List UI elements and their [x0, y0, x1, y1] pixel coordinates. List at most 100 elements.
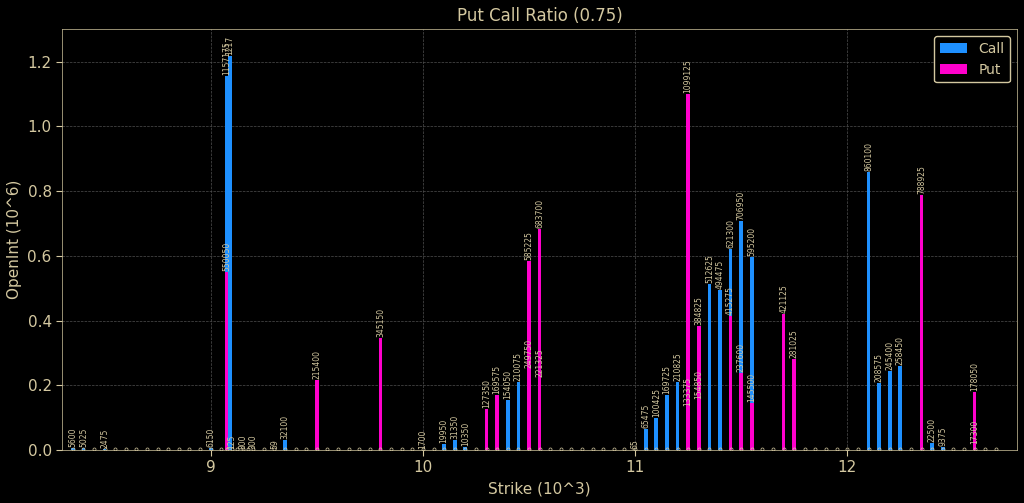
Text: 384825: 384825: [694, 296, 703, 324]
Text: 550050: 550050: [222, 242, 231, 271]
Bar: [708, 284, 712, 450]
Bar: [228, 56, 231, 450]
Legend: Call, Put: Call, Put: [934, 36, 1010, 82]
Bar: [527, 261, 530, 450]
Text: 210825: 210825: [673, 352, 682, 381]
Bar: [878, 383, 881, 450]
Bar: [793, 359, 796, 450]
Text: 281025: 281025: [790, 329, 799, 358]
Bar: [739, 221, 743, 450]
Text: 585225: 585225: [524, 231, 534, 260]
Text: 210075: 210075: [514, 352, 523, 381]
Text: 100425: 100425: [652, 388, 660, 416]
Bar: [973, 445, 977, 450]
Text: 1217: 1217: [225, 36, 234, 55]
Bar: [82, 449, 85, 450]
Bar: [506, 400, 510, 450]
Text: 421125: 421125: [779, 284, 788, 313]
Text: 32100: 32100: [281, 414, 290, 439]
Y-axis label: OpenInt (10^6): OpenInt (10^6): [7, 180, 22, 299]
Bar: [644, 429, 647, 450]
Bar: [781, 314, 785, 450]
Text: 5600: 5600: [69, 428, 77, 447]
Bar: [697, 400, 700, 450]
Bar: [750, 403, 754, 450]
Bar: [654, 417, 658, 450]
Bar: [665, 395, 669, 450]
Text: 300: 300: [249, 435, 258, 449]
Text: 22500: 22500: [928, 417, 937, 442]
Bar: [739, 373, 743, 450]
Text: 5025: 5025: [79, 428, 88, 448]
Bar: [379, 339, 382, 450]
Text: 683700: 683700: [536, 199, 544, 228]
Bar: [697, 325, 700, 450]
Text: 706950: 706950: [736, 191, 745, 220]
Bar: [941, 447, 945, 450]
Text: 178050: 178050: [970, 363, 979, 391]
Text: 154850: 154850: [694, 370, 703, 399]
Text: 237600: 237600: [736, 343, 745, 372]
Bar: [686, 94, 690, 450]
Text: 31350: 31350: [451, 414, 459, 439]
Bar: [538, 229, 542, 450]
Bar: [898, 366, 902, 450]
Text: 345150: 345150: [376, 308, 385, 338]
Text: 145500: 145500: [748, 373, 757, 402]
Text: 1157175: 1157175: [222, 41, 231, 74]
Text: 2475: 2475: [100, 429, 110, 448]
Text: 800: 800: [238, 435, 247, 449]
Bar: [686, 407, 690, 450]
Bar: [676, 382, 679, 450]
Text: 17300: 17300: [970, 420, 979, 444]
Bar: [729, 316, 732, 450]
Bar: [464, 447, 467, 450]
Text: 125: 125: [227, 435, 237, 449]
Bar: [283, 440, 287, 450]
Bar: [496, 395, 499, 450]
Bar: [442, 444, 446, 450]
Text: 595200: 595200: [748, 227, 757, 257]
Text: 249750: 249750: [524, 339, 534, 368]
Text: 494475: 494475: [716, 260, 724, 289]
X-axis label: Strike (10^3): Strike (10^3): [488, 481, 591, 496]
Bar: [315, 380, 318, 450]
Bar: [484, 409, 488, 450]
Text: 154050: 154050: [503, 370, 512, 399]
Bar: [973, 392, 977, 450]
Bar: [729, 249, 732, 450]
Bar: [920, 195, 924, 450]
Text: 221325: 221325: [536, 349, 544, 377]
Bar: [527, 369, 530, 450]
Bar: [538, 378, 542, 450]
Text: 1099125: 1099125: [684, 59, 692, 94]
Text: 621300: 621300: [726, 219, 735, 248]
Bar: [71, 448, 75, 450]
Bar: [102, 449, 106, 450]
Text: 415275: 415275: [726, 286, 735, 315]
Bar: [888, 371, 892, 450]
Text: 9375: 9375: [938, 427, 947, 446]
Text: 65475: 65475: [641, 403, 650, 428]
Bar: [718, 290, 722, 450]
Text: 59: 59: [270, 439, 279, 449]
Text: 169575: 169575: [493, 365, 502, 394]
Bar: [453, 440, 457, 450]
Bar: [224, 272, 228, 450]
Bar: [931, 443, 934, 450]
Text: 215400: 215400: [312, 351, 322, 379]
Text: 127350: 127350: [482, 379, 492, 408]
Text: 19950: 19950: [439, 418, 449, 443]
Bar: [516, 382, 520, 450]
Text: 6150: 6150: [206, 428, 215, 447]
Bar: [209, 448, 213, 450]
Text: 245400: 245400: [885, 341, 894, 370]
Text: 65: 65: [631, 439, 640, 449]
Bar: [224, 75, 228, 450]
Text: 169725: 169725: [663, 365, 672, 394]
Text: 133375: 133375: [684, 377, 692, 406]
Text: 512625: 512625: [705, 255, 714, 283]
Bar: [866, 172, 870, 450]
Text: 860100: 860100: [864, 142, 873, 171]
Text: 258450: 258450: [896, 337, 905, 366]
